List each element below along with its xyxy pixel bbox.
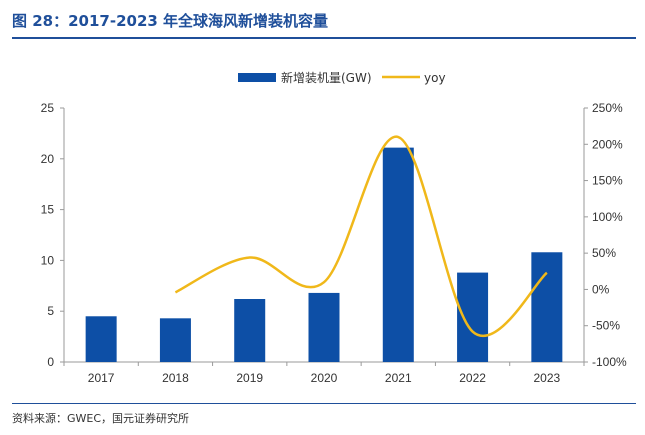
bar bbox=[308, 292, 340, 362]
yoy-line bbox=[174, 135, 548, 337]
plot-area: 0 5 10 15 20 25 -100% -50% 0% 50% 100% 150% 200% 250%… bbox=[41, 101, 627, 385]
source-rule bbox=[12, 403, 636, 404]
left-tick-label: 20 bbox=[41, 152, 55, 166]
left-tick-label: 10 bbox=[41, 253, 55, 267]
right-tick-label: 0% bbox=[592, 282, 610, 296]
left-tick-label: 5 bbox=[47, 304, 54, 318]
x-tick-label: 2021 bbox=[385, 371, 412, 385]
right-tick-label: 100% bbox=[592, 210, 623, 224]
right-tick-label: -100% bbox=[592, 355, 627, 369]
left-tick-label: 15 bbox=[41, 203, 55, 217]
bar bbox=[382, 147, 414, 362]
x-tick-label: 2017 bbox=[88, 371, 115, 385]
bar bbox=[85, 316, 117, 362]
x-tick-label: 2020 bbox=[311, 371, 338, 385]
x-tick-label: 2018 bbox=[162, 371, 189, 385]
legend-line-label: yoy bbox=[424, 71, 446, 85]
right-tick-label: 150% bbox=[592, 174, 623, 188]
x-tick-label: 2019 bbox=[236, 371, 263, 385]
bar bbox=[234, 299, 266, 362]
right-tick-label: -50% bbox=[592, 319, 620, 333]
title-rule bbox=[12, 37, 636, 39]
bar bbox=[531, 252, 563, 362]
x-tick-label: 2022 bbox=[459, 371, 486, 385]
bar bbox=[159, 318, 191, 362]
left-tick-label: 0 bbox=[47, 355, 54, 369]
right-tick-label: 250% bbox=[592, 101, 623, 115]
legend: 新增装机量(GW) yoy bbox=[238, 70, 446, 85]
right-tick-label: 50% bbox=[592, 246, 616, 260]
offshore-wind-chart: 新增装机量(GW) yoy 0 5 10 15 20 25 -100% -50% 0% 50% 10… bbox=[41, 70, 627, 385]
left-tick-label: 25 bbox=[41, 101, 55, 115]
x-tick-label: 2023 bbox=[534, 371, 561, 385]
source-note: 资料来源：GWEC，国元证券研究所 bbox=[12, 412, 190, 425]
right-tick-label: 200% bbox=[592, 137, 623, 151]
figure-title: 图 28：2017-2023 年全球海风新增装机容量 bbox=[12, 12, 329, 30]
legend-bar-swatch bbox=[238, 73, 276, 82]
legend-bar-label: 新增装机量(GW) bbox=[281, 70, 372, 85]
bar bbox=[457, 272, 489, 362]
